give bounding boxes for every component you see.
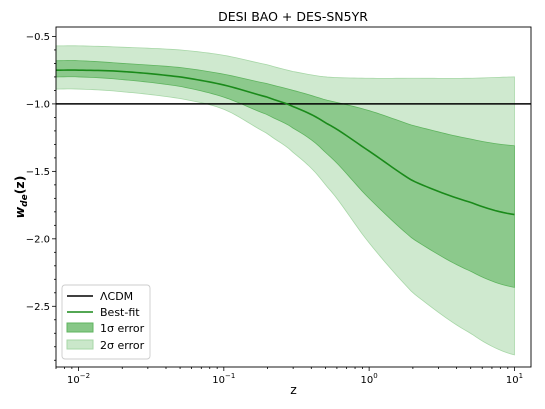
x-tick-label: 101 <box>506 372 523 386</box>
best-fit-line <box>55 69 515 216</box>
x-tick-label: 10−1 <box>212 372 235 386</box>
legend-1sigma-label: 1σ error <box>100 322 145 335</box>
y-tick-label: −1.5 <box>26 167 50 178</box>
x-tick-label-exponent: 0 <box>373 372 377 380</box>
band-1sigma-area <box>55 60 515 288</box>
y-axis-label: wde(z) <box>12 176 30 219</box>
y-axis-label-main: w <box>12 206 27 218</box>
y-axis-label-arg: (z) <box>12 176 27 195</box>
x-tick-label: 100 <box>361 372 378 386</box>
y-tick-label: −1.0 <box>26 99 50 110</box>
x-tick-label-base: 10 <box>212 375 225 386</box>
x-axis: 10−2 10−1 100 101 <box>55 367 523 386</box>
x-tick-label-exponent: −2 <box>80 372 90 380</box>
legend-1sigma-swatch <box>66 322 94 333</box>
legend-bestfit-label: Best-fit <box>100 306 140 319</box>
legend: ΛCDM Best-fit 1σ error 2σ error <box>61 284 151 360</box>
x-axis-label: z <box>290 382 297 397</box>
x-tick-label-exponent: −1 <box>225 372 235 380</box>
x-tick-label: 10−2 <box>67 372 90 386</box>
legend-2sigma-swatch <box>66 339 94 350</box>
legend-lcdm-label: ΛCDM <box>100 290 133 303</box>
chart-title: DESI BAO + DES-SN5YR <box>218 9 368 24</box>
x-tick-label-base: 10 <box>506 375 519 386</box>
legend-2sigma-label: 2σ error <box>100 339 145 352</box>
y-tick-label: −2.0 <box>26 234 50 245</box>
y-axis-label-sub: de <box>20 194 30 207</box>
x-tick-label-exponent: 1 <box>519 372 523 380</box>
x-tick-label-base: 10 <box>361 375 374 386</box>
y-tick-label: −2.5 <box>26 302 50 313</box>
y-tick-label: −0.5 <box>26 32 50 43</box>
y-axis: −0.5 −1.0 −1.5 −2.0 −2.5 <box>26 32 56 361</box>
x-tick-label-base: 10 <box>67 375 80 386</box>
